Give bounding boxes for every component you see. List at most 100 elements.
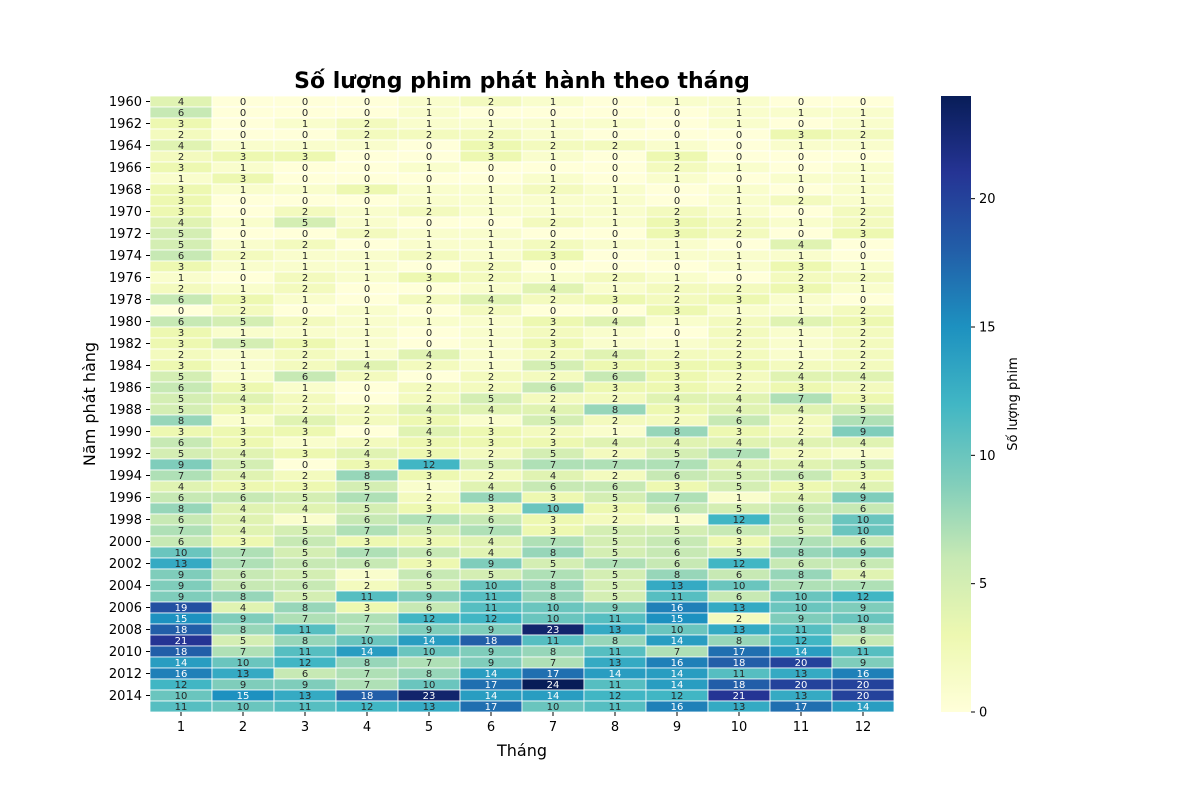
cell-value-label: 1: [488, 240, 494, 251]
cell-value-label: 8: [488, 493, 494, 504]
cell-value-label: 2: [364, 416, 370, 427]
cell-value-label: 0: [302, 196, 308, 207]
cell-value-label: 2: [612, 416, 618, 427]
cell-value-label: 1: [364, 262, 370, 273]
y-tick-label: 1962: [109, 117, 142, 132]
cell-value-label: 10: [175, 548, 188, 559]
cell-value-label: 3: [488, 152, 494, 163]
cell-value-label: 6: [798, 471, 804, 482]
cell-value-label: 2: [364, 229, 370, 240]
cell-value-label: 6: [178, 295, 184, 306]
cell-value-label: 1: [550, 196, 556, 207]
cell-value-label: 5: [674, 449, 680, 460]
cell-value-label: 3: [178, 119, 184, 130]
cell-value-label: 2: [364, 119, 370, 130]
cell-value-label: 2: [488, 449, 494, 460]
cell-value-label: 5: [488, 460, 494, 471]
cell-value-label: 9: [302, 680, 308, 691]
y-tick-label: 2002: [109, 557, 142, 572]
cell-value-label: 1: [550, 119, 556, 130]
cell-value-label: 0: [240, 229, 246, 240]
y-tick-label: 2010: [109, 645, 142, 660]
y-axis-label: Năm phát hàng: [80, 342, 99, 466]
cell-value-label: 4: [178, 218, 184, 229]
cell-value-label: 2: [426, 493, 432, 504]
cell-value-label: 12: [733, 559, 746, 570]
cell-value-label: 5: [736, 548, 742, 559]
cell-value-label: 5: [302, 570, 308, 581]
cell-value-label: 1: [550, 152, 556, 163]
cell-value-label: 10: [423, 680, 436, 691]
cell-value-label: 21: [733, 691, 746, 702]
cell-value-label: 0: [736, 130, 742, 141]
cell-value-label: 11: [299, 647, 312, 658]
cell-value-label: 3: [302, 482, 308, 493]
cell-value-label: 0: [736, 152, 742, 163]
cell-value-label: 10: [237, 702, 250, 713]
cell-value-label: 4: [240, 394, 246, 405]
cell-value-label: 4: [798, 493, 804, 504]
cell-value-label: 4: [240, 504, 246, 515]
cell-value-label: 6: [612, 372, 618, 383]
cell-value-label: 4: [860, 372, 866, 383]
cell-value-label: 3: [302, 449, 308, 460]
cell-value-label: 5: [302, 218, 308, 229]
cell-value-label: 1: [736, 196, 742, 207]
cell-value-label: 1: [426, 482, 432, 493]
cell-value-label: 2: [488, 97, 494, 108]
cell-value-label: 0: [364, 196, 370, 207]
y-tick-label: 1984: [109, 359, 142, 374]
cell-value-label: 5: [860, 460, 866, 471]
cell-value-label: 2: [364, 581, 370, 592]
cell-value-label: 1: [364, 570, 370, 581]
cell-value-label: 6: [860, 636, 866, 647]
cell-value-label: 3: [488, 438, 494, 449]
cell-value-label: 11: [361, 592, 374, 603]
cell-value-label: 7: [240, 647, 246, 658]
cell-value-label: 9: [488, 625, 494, 636]
cell-value-label: 7: [426, 515, 432, 526]
cell-value-label: 1: [736, 185, 742, 196]
cell-value-label: 2: [674, 284, 680, 295]
y-tick-label: 2012: [109, 667, 142, 682]
y-tick-label: 1970: [109, 205, 142, 220]
cell-value-label: 1: [302, 383, 308, 394]
cell-value-label: 3: [674, 482, 680, 493]
cell-value-label: 3: [240, 295, 246, 306]
cell-value-label: 6: [178, 438, 184, 449]
y-tick-label: 2006: [109, 601, 142, 616]
cell-value-label: 1: [860, 185, 866, 196]
cell-value-label: 2: [860, 207, 866, 218]
cell-value-label: 0: [240, 130, 246, 141]
cell-value-label: 5: [550, 416, 556, 427]
cell-value-label: 6: [674, 471, 680, 482]
cell-value-label: 1: [550, 273, 556, 284]
cell-value-label: 2: [302, 273, 308, 284]
cell-value-label: 1: [674, 174, 680, 185]
cell-value-label: 3: [612, 383, 618, 394]
cell-value-label: 2: [426, 383, 432, 394]
y-tick-label: 2008: [109, 623, 142, 638]
cell-value-label: 1: [426, 163, 432, 174]
cell-value-label: 6: [860, 537, 866, 548]
cell-value-label: 7: [426, 658, 432, 669]
cell-value-label: 20: [857, 680, 870, 691]
cell-value-label: 1: [488, 207, 494, 218]
cell-value-label: 0: [178, 306, 184, 317]
cell-value-label: 3: [426, 537, 432, 548]
cell-value-label: 3: [178, 328, 184, 339]
cell-value-label: 5: [426, 581, 432, 592]
cell-value-label: 14: [547, 691, 560, 702]
cell-value-label: 8: [302, 636, 308, 647]
cell-value-label: 9: [860, 658, 866, 669]
cell-value-label: 1: [736, 163, 742, 174]
cell-value-label: 3: [736, 295, 742, 306]
cell-value-label: 10: [547, 614, 560, 625]
cell-value-label: 2: [488, 273, 494, 284]
cell-value-label: 0: [240, 119, 246, 130]
cell-value-label: 1: [860, 449, 866, 460]
cell-value-label: 2: [426, 251, 432, 262]
cell-value-label: 4: [426, 350, 432, 361]
cell-value-label: 5: [178, 229, 184, 240]
y-tick-label: 2004: [109, 579, 142, 594]
